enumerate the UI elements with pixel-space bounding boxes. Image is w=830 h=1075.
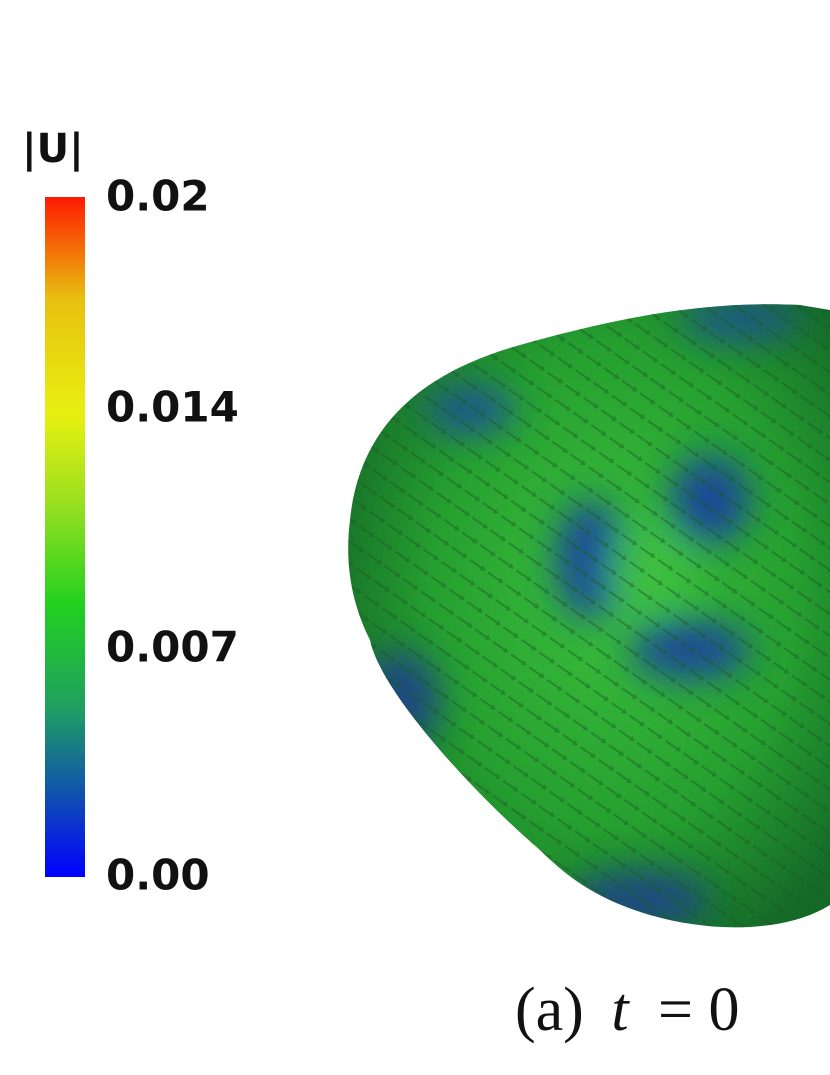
caption-variable: t (611, 976, 630, 1044)
colorbar-tick: 0.00 (106, 851, 210, 900)
caption-relation: = 0 (658, 976, 739, 1044)
caption-label: (a) (515, 976, 584, 1044)
caption: (a) t = 0 (515, 976, 740, 1044)
colorbar-title: |U| (22, 126, 84, 173)
surface-render (348, 304, 830, 928)
colorbar-tick: 0.007 (106, 623, 239, 672)
colorbar-tick: 0.014 (106, 383, 239, 432)
colorbar (45, 197, 85, 877)
colorbar-tick: 0.02 (106, 172, 210, 221)
